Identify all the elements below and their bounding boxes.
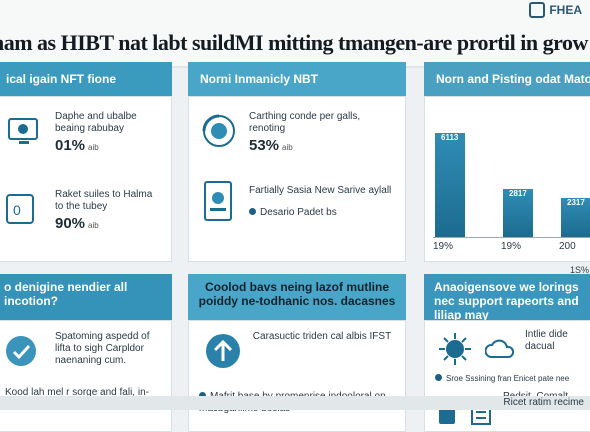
column-1-panel: Daphe and ubalbe beaing rabubay 01% aib 0… [0,96,172,262]
bullet-dot [249,208,256,215]
stat-2-value: 90% [55,215,86,232]
bar-3 [561,198,590,237]
column-2-lower-panel: Carasuctic triden cal albis IFST Mafrit … [188,320,406,432]
column-1: ical igain NFT fione Daphe and ubalbe be… [0,62,172,432]
column-3-subheading: Anaoigensove we lorings nec support rape… [424,274,590,322]
stat-3-unit: aib [282,143,293,152]
column-1-lower-panel: Spatoming aspedd of lifta to sigh Carpld… [0,320,172,432]
stat-3-text: Carthing conde per galls, renoting [249,111,361,134]
stat-3-value: 53% [249,137,280,154]
footer-text: Ricet ratim recime [503,397,584,408]
x-tick-label-1: 19% [433,241,454,252]
stat-row-1: Daphe and ubalbe beaing rabubay 01% aib [0,111,171,154]
x-tick-label-2: 19% [501,241,522,252]
lower-5-text: Intlie dide dacual [525,329,568,352]
monitor-gear-icon [5,111,45,151]
bar-2 [503,189,533,237]
logo-text: FHEA [549,3,582,17]
globe-cycle-icon [199,111,239,151]
page-title: nam as HIBT nat labt suildMI mitting tma… [0,30,588,55]
column-3-lower-panel: Intlie dide dacual Sroe Sssining fran En… [424,320,590,432]
stat-4-note: Desario Padet bs [260,207,337,218]
shield-check-icon [5,331,45,371]
stat-2-unit: aib [88,221,99,230]
document-icon [199,181,239,225]
column-2: Norni Inmanicly NBT Carthing conde per g… [188,62,406,432]
stat-1-value: 01% [55,137,86,154]
lower-row-1: Spatoming aspedd of lifta to sigh Carpld… [0,331,171,371]
column-3: Norn and Pisting odat Maton 6113 2817 2317… [424,62,590,432]
svg-text:0: 0 [13,202,21,218]
virus-icon [435,329,475,369]
column-2-panel: Carthing conde per galls, renoting 53% ai… [188,96,406,262]
column-3-heading: Norn and Pisting odat Maton [424,62,590,96]
lower-row-6: Sroe Sssining fran Enicet pate nee [425,373,590,385]
lower-row-3: Carasuctic triden cal albis IFST [189,331,405,371]
column-2-subheading: Coolod bavs neing lazof mutline poiddy n… [188,274,406,320]
title-banner: nam as HIBT nat labt suildMI mitting tma… [0,0,590,68]
column-2-heading: Norni Inmanicly NBT [188,62,406,96]
stat-4-text: Fartially Sasia New Sarive aylall [249,185,392,196]
stat-1-unit: aib [88,143,99,152]
chart-axis [433,237,590,238]
bar-label-2: 2817 [509,189,527,198]
stat-2-text: Raket suiles to Halma to the tubey [55,189,153,212]
bar-label-3: 2317 [567,198,585,207]
stat-row-3: Carthing conde per galls, renoting 53% ai… [189,111,405,154]
bar-label-1: 6113 [441,133,459,142]
stat-1-text: Daphe and ubalbe beaing rabubay [55,111,137,134]
chart-footnote: 1S% [569,265,589,275]
footer-bar: Ricet ratim recime [0,396,590,410]
logo-icon [529,2,546,18]
lower-6-text: Sroe Sssining fran Enicet pate nee [446,374,570,383]
stat-row-4: Fartially Sasia New Sarive aylall Desari… [189,181,405,225]
column-1-heading: ical igain NFT fione [0,62,172,96]
bullet-dot [435,374,442,381]
lower-row-5: Intlie dide dacual [425,329,590,369]
brand-logo: FHEA [529,0,582,20]
stat-row-2: 0 Raket suiles to Halma to the tubey 90%… [0,189,171,232]
screen-icon: 0 [5,189,45,229]
bar-chart: 6113 2817 2317 [425,127,590,237]
column-1-subheading: o denigine nendier all incotion? [0,274,172,320]
lower-1-text: Spatoming aspedd of lifta to sigh Carpld… [55,331,150,366]
cloud-icon [485,329,515,369]
arrow-up-icon [203,331,243,371]
x-tick-label-3: 200 [559,241,576,252]
bar-1 [435,133,465,237]
bullet-dot [199,392,206,399]
chart-panel: 6113 2817 2317 19% 19% 200 1S% [424,96,590,275]
lower-3-text: Carasuctic triden cal albis IFST [252,331,392,342]
